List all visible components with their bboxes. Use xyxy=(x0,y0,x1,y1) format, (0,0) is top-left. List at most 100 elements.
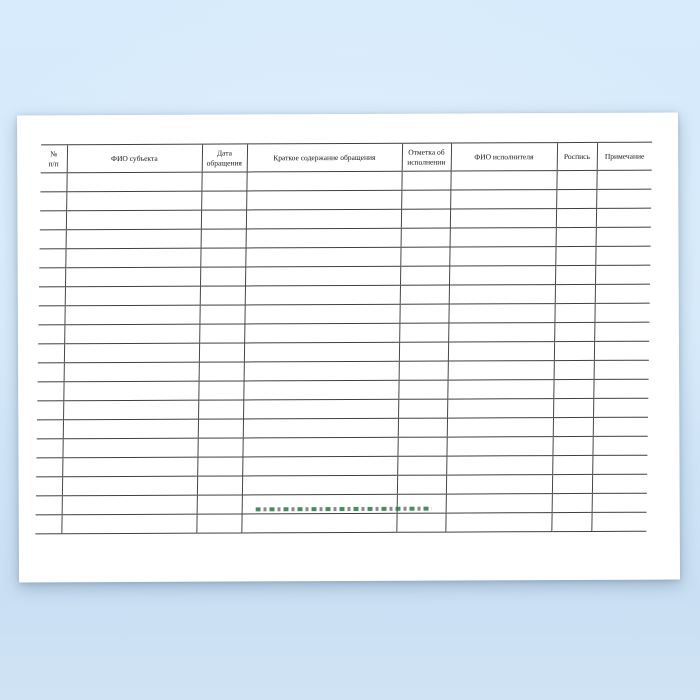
table-cell xyxy=(552,436,593,456)
table-cell xyxy=(40,172,67,192)
table-cell xyxy=(199,266,246,287)
table-cell xyxy=(39,229,66,249)
table-cell xyxy=(198,342,245,363)
table-cell xyxy=(397,418,448,438)
table-cell xyxy=(197,418,244,439)
table-cell xyxy=(400,228,450,248)
table-cell xyxy=(591,512,647,532)
table-cell xyxy=(66,191,202,211)
table-cell xyxy=(445,512,552,533)
table-cell xyxy=(246,190,402,210)
table-cell xyxy=(396,475,447,495)
table-cell xyxy=(64,286,200,306)
table-cell xyxy=(449,246,556,267)
table-cell xyxy=(36,457,63,477)
table-cell xyxy=(593,341,650,361)
table-cell xyxy=(446,436,553,457)
table-cell xyxy=(64,267,201,287)
table-cell xyxy=(61,495,197,515)
table-cell xyxy=(591,493,647,513)
table-cell xyxy=(449,208,557,229)
header-row: № п/п ФИО субъекта Дата обращения Кратко… xyxy=(40,142,653,173)
table-cell xyxy=(398,342,449,362)
table-cell xyxy=(593,360,649,380)
table-cell xyxy=(401,190,451,210)
table-cell xyxy=(35,476,63,496)
table-cell xyxy=(447,379,554,400)
table-cell xyxy=(61,476,198,496)
table-cell xyxy=(198,380,244,401)
table-cell xyxy=(62,457,198,477)
table-cell xyxy=(199,323,245,344)
table-cell xyxy=(38,286,65,306)
table-cell xyxy=(450,189,557,210)
table-cell xyxy=(243,399,399,419)
table-cell xyxy=(62,419,199,439)
table-cell xyxy=(445,474,553,495)
table-cell xyxy=(551,493,592,513)
table-cell xyxy=(400,247,450,267)
table-cell xyxy=(401,171,451,191)
watermark-dashes xyxy=(255,506,432,512)
table-cell xyxy=(65,210,202,230)
table-cell xyxy=(595,227,651,247)
table-cell xyxy=(39,248,66,268)
table-cell xyxy=(66,172,202,192)
table-cell xyxy=(199,285,245,306)
table-body xyxy=(35,170,652,534)
table-cell xyxy=(592,436,648,456)
column-header-subject-name: ФИО субъекта xyxy=(66,144,203,173)
table-cell xyxy=(196,494,242,515)
column-header-number: № п/п xyxy=(40,144,68,173)
table-cell xyxy=(198,399,244,420)
table-cell xyxy=(40,191,67,211)
table-cell xyxy=(196,475,243,496)
table-cell xyxy=(400,209,451,229)
table-cell xyxy=(245,209,402,229)
table-cell xyxy=(197,437,243,458)
table-cell xyxy=(63,362,199,382)
table-cell xyxy=(36,438,63,458)
table-cell xyxy=(245,228,401,248)
table-cell xyxy=(594,284,650,304)
table-cell xyxy=(64,305,200,325)
table-cell xyxy=(553,398,594,418)
table-cell xyxy=(450,170,557,191)
table-cell xyxy=(399,304,449,324)
table-cell xyxy=(242,456,398,476)
table-cell xyxy=(556,189,597,209)
table-cell xyxy=(399,323,449,343)
table-cell xyxy=(35,495,62,515)
document-page: № п/п ФИО субъекта Дата обращения Кратко… xyxy=(16,112,681,583)
table-cell xyxy=(593,379,649,399)
table-cell xyxy=(241,513,397,533)
column-header-execution-mark: Отметка об исполнении xyxy=(401,143,452,172)
table-cell xyxy=(551,474,593,494)
table-cell xyxy=(63,400,199,420)
table-cell xyxy=(196,513,242,534)
table-cell xyxy=(593,398,649,418)
table-cell xyxy=(38,267,66,287)
table-cell xyxy=(448,322,555,343)
table-cell xyxy=(63,381,199,401)
column-header-notes: Примечание xyxy=(596,142,653,171)
table-cell xyxy=(198,361,244,382)
table-cell xyxy=(63,343,200,363)
table-cell xyxy=(65,229,201,249)
table-cell xyxy=(554,265,596,285)
table-cell xyxy=(244,304,400,324)
table-cell xyxy=(246,171,402,191)
table-cell xyxy=(38,324,65,344)
column-header-request-date: Дата обращения xyxy=(201,143,248,173)
table-cell xyxy=(553,341,595,361)
table-cell xyxy=(399,285,449,305)
table-cell xyxy=(197,456,243,477)
table-cell xyxy=(449,227,556,248)
table-cell xyxy=(241,475,398,495)
table-cell xyxy=(556,170,597,190)
table-cell xyxy=(39,210,67,230)
table-cell xyxy=(201,190,247,211)
table-cell xyxy=(446,417,554,438)
table-cell xyxy=(553,360,594,380)
